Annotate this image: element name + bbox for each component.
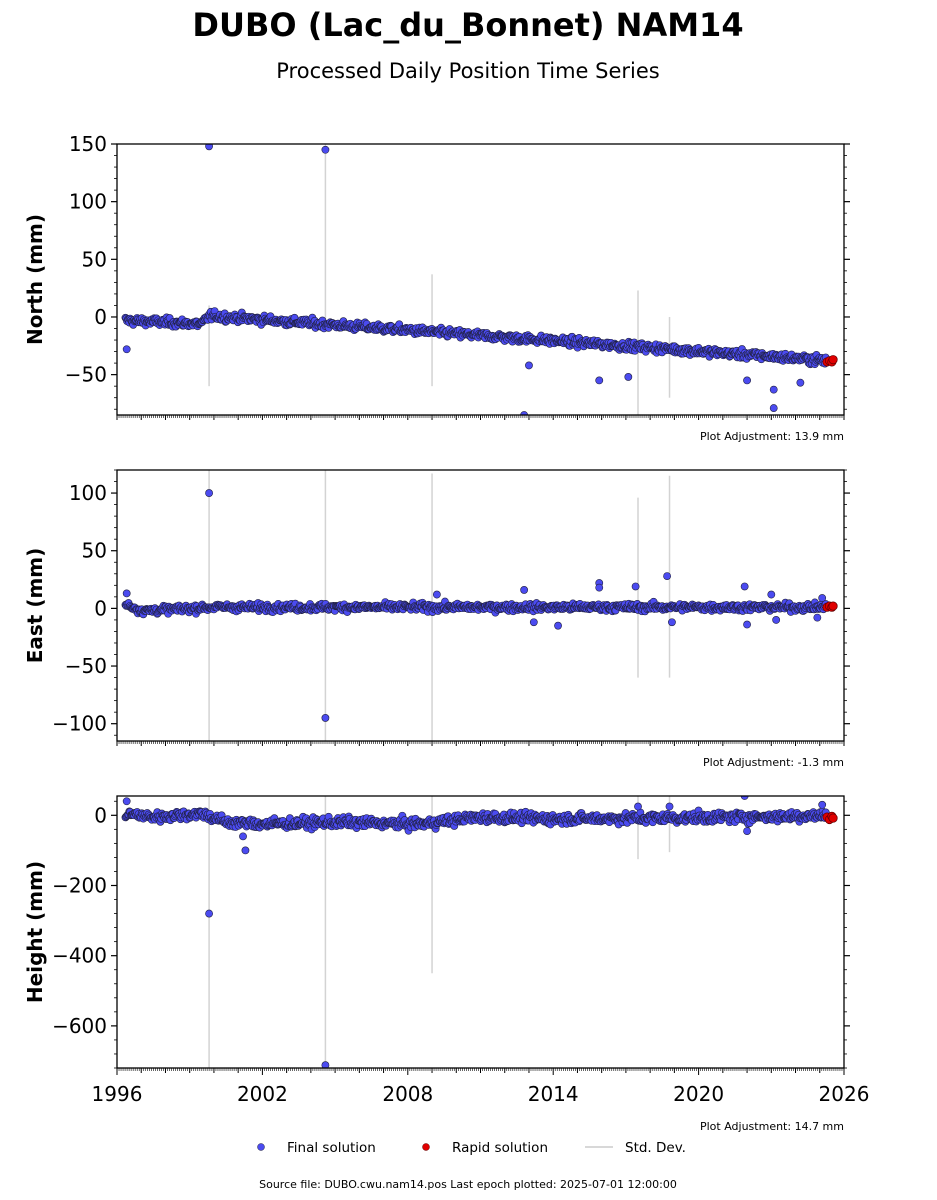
y-tick-label: 0 [94, 305, 107, 329]
panel-height: 0 −200 −400 −600 1996 2002 2008 2014 2020 2026 Hei… [23, 795, 870, 1133]
y-tick-label: 50 [82, 247, 107, 271]
final-point [740, 582, 749, 591]
y-tick-label: −200 [52, 873, 107, 897]
y-tick-label: 100 [69, 481, 107, 505]
y-tick-label: −100 [52, 712, 107, 736]
legend-item: Final solution [257, 1140, 376, 1156]
final-point [634, 802, 642, 811]
y-axis-label: North (mm) [23, 214, 47, 345]
y-tick-label: 100 [69, 190, 107, 214]
panel-north: 150 100 50 0 −50 North (mm) Plot Adjustment: 1… [23, 132, 850, 443]
final-point [122, 589, 131, 598]
legend-label: Rapid solution [452, 1140, 548, 1156]
footer-source: Source file: DUBO.cwu.nam14.pos Last epo… [259, 1178, 677, 1191]
final-point [239, 832, 247, 841]
final-solution-points [121, 489, 830, 722]
final-point [205, 909, 213, 918]
axes-frame [116, 795, 845, 1069]
y-tick-label: −50 [65, 654, 107, 678]
final-point [769, 385, 778, 394]
final-point [772, 616, 781, 624]
x-tick-label: 2002 [237, 1082, 288, 1106]
final-point [520, 586, 529, 594]
x-tick-label: 2008 [382, 1082, 433, 1106]
legend-label: Std. Dev. [625, 1140, 686, 1156]
plot-area [121, 470, 838, 741]
x-tick-label: 2026 [819, 1082, 870, 1106]
x-tick-label: 2014 [528, 1082, 579, 1106]
rapid-point [828, 813, 838, 823]
final-point [665, 802, 674, 811]
legend-item: Std. Dev. [585, 1140, 686, 1156]
final-point [813, 613, 822, 622]
final-point [743, 376, 751, 385]
final-point [122, 345, 131, 354]
legend-item: Rapid solution [422, 1140, 548, 1156]
final-point [205, 144, 213, 151]
final-point [321, 145, 330, 154]
y-tick-label: 0 [94, 596, 107, 620]
y-tick-label: 0 [94, 803, 107, 827]
final-point [529, 618, 538, 627]
figure-title: DUBO (Lac_du_Bonnet) NAM14 [192, 6, 743, 44]
figure-subtitle: Processed Daily Position Time Series [276, 59, 660, 83]
final-point [663, 572, 671, 580]
final-point [668, 618, 676, 627]
axes-frame [116, 143, 845, 416]
plot-area [121, 796, 838, 1068]
final-point [769, 404, 778, 412]
rapid-point [828, 355, 838, 365]
legend-marker [257, 1143, 265, 1151]
final-point [818, 594, 827, 602]
final-point [796, 378, 805, 387]
final-point [554, 621, 562, 630]
final-point [595, 583, 604, 592]
final-solution-points [121, 796, 830, 1068]
y-tick-label: 150 [69, 132, 107, 156]
final-point [241, 846, 250, 855]
final-solution-points [121, 144, 830, 415]
plot-area [121, 144, 838, 415]
final-point [743, 620, 751, 629]
final-point [525, 361, 533, 370]
final-point [321, 1061, 330, 1068]
y-tick-label: −400 [52, 944, 107, 968]
final-point [818, 800, 827, 809]
legend: Final solution Rapid solution Std. Dev. [257, 1140, 686, 1156]
legend-marker [422, 1143, 430, 1151]
y-tick-label: 50 [82, 539, 107, 563]
panels: 150 100 50 0 −50 North (mm) Plot Adjustment: 1… [23, 132, 869, 1133]
final-point [595, 376, 604, 385]
x-tick-label: 2020 [673, 1082, 724, 1106]
rapid-point [828, 601, 838, 611]
y-tick-label: −600 [52, 1014, 107, 1038]
final-point [321, 714, 330, 722]
plot-adjustment-label: Plot Adjustment: 14.7 mm [700, 1120, 844, 1133]
final-point [743, 827, 751, 835]
plot-adjustment-label: Plot Adjustment: -1.3 mm [703, 756, 844, 769]
y-axis-label: East (mm) [23, 548, 47, 664]
final-point [767, 590, 776, 599]
x-tick-label: 1996 [92, 1082, 143, 1106]
final-point [631, 582, 640, 591]
final-point [205, 489, 213, 497]
panel-east: 100 50 0 −50 −100 East (mm) Plot Adjustment: -… [23, 469, 850, 769]
final-point [624, 373, 633, 381]
y-tick-label: −50 [65, 363, 107, 387]
final-point [122, 797, 131, 806]
y-axis-label: Height (mm) [23, 861, 47, 1003]
final-point [432, 590, 441, 599]
legend-label: Final solution [287, 1140, 376, 1156]
plot-adjustment-label: Plot Adjustment: 13.9 mm [700, 430, 844, 443]
